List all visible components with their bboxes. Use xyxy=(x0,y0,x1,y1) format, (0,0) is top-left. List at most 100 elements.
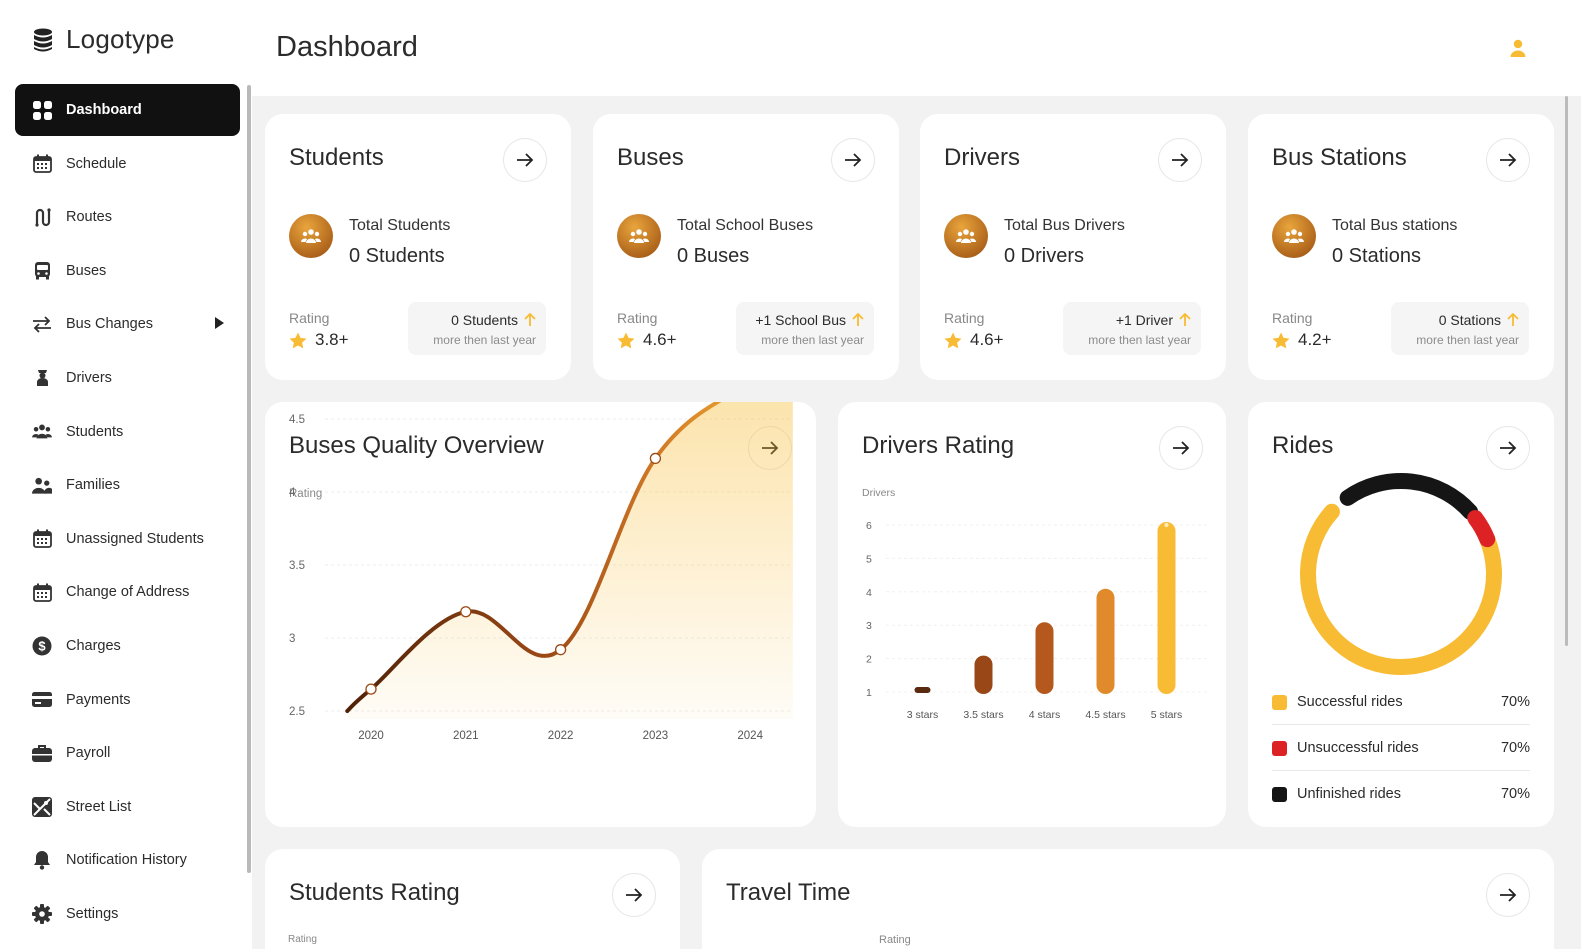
sidebar-item-label: Charges xyxy=(66,637,121,654)
delta-caption: more then last year xyxy=(1088,333,1191,347)
bus-icon xyxy=(32,261,52,281)
delta-main: 0 Students xyxy=(418,312,536,328)
x-tick-label: 2022 xyxy=(548,730,574,742)
sidebar-item-label: Settings xyxy=(66,905,119,922)
sidebar-scrollbar[interactable] xyxy=(247,85,251,873)
legend-label: Unfinished rides xyxy=(1297,786,1401,802)
sidebar-item-drivers[interactable]: Drivers xyxy=(15,352,240,404)
y-axis-title: Rating xyxy=(289,488,322,500)
legend-label: Unsuccessful rides xyxy=(1297,740,1419,756)
y-tick-label: 3 xyxy=(289,633,295,645)
x-tick-label: 5 stars xyxy=(1151,709,1183,721)
stat-card-students: Students Total Students 0 Students Ratin… xyxy=(265,114,571,380)
stat-value: 0 Drivers xyxy=(1004,245,1085,267)
y-tick-label: 6 xyxy=(866,520,872,532)
map-icon xyxy=(32,796,52,817)
sidebar-item-label: Payments xyxy=(66,691,131,708)
group-icon xyxy=(617,214,661,258)
buses-quality-card: Buses Quality Overview Rating 2.5 3 3.5 4 4.5… xyxy=(265,402,816,827)
rides-donut-chart xyxy=(1300,473,1502,675)
drivers-bar-chart: Drivers 1 2 3 4 5 6 3 stars 3.5 stars 4 stars 4.5 … xyxy=(862,487,1208,721)
sidebar-item-payroll[interactable]: Payroll xyxy=(15,727,240,779)
drivers-arrow-button[interactable] xyxy=(1158,138,1202,182)
logo[interactable]: Logotype xyxy=(32,24,175,55)
logo-text: Logotype xyxy=(66,24,175,54)
families-icon xyxy=(32,475,52,495)
calendar-icon xyxy=(32,529,52,549)
axis-label: Rating xyxy=(879,934,911,946)
route-icon xyxy=(32,207,52,227)
travel-time-arrow-button[interactable] xyxy=(1486,873,1530,917)
drivers-rating-arrow-button[interactable] xyxy=(1159,426,1203,470)
group-icon xyxy=(1272,214,1316,258)
sidebar-item-unassigned-students[interactable]: Unassigned Students xyxy=(15,513,240,565)
data-point xyxy=(554,644,567,656)
sidebar-item-label: Buses xyxy=(66,262,107,279)
sidebar-item-students[interactable]: Students xyxy=(15,406,240,458)
sidebar-item-label: Notification History xyxy=(66,852,187,869)
sidebar-item-dashboard[interactable]: Dashboard xyxy=(15,84,240,136)
stat-value: 0 Students xyxy=(349,245,445,267)
students-rating-arrow-button[interactable] xyxy=(612,873,656,917)
stat-card-bus-stations: Bus Stations Total Bus stations 0 Statio… xyxy=(1248,114,1554,380)
rating-label: Rating xyxy=(944,310,985,326)
svg-text:$: $ xyxy=(38,638,46,653)
sidebar-item-label: Payroll xyxy=(66,745,111,762)
sidebar-item-label: Drivers xyxy=(66,369,112,386)
group-icon xyxy=(944,214,988,258)
user-icon[interactable] xyxy=(1508,37,1528,59)
group-icon xyxy=(289,214,333,258)
arrow-up-icon xyxy=(852,313,864,326)
sidebar-item-notification-history[interactable]: Notification History xyxy=(15,834,240,886)
rating-label: Rating xyxy=(289,310,330,326)
dollar-icon: $ xyxy=(32,636,52,656)
sidebar-item-label: Dashboard xyxy=(66,102,142,118)
bar xyxy=(1096,588,1115,694)
y-axis-title: Drivers xyxy=(862,487,895,499)
driver-icon xyxy=(32,368,52,388)
x-tick-label: 4 stars xyxy=(1029,709,1061,721)
arrow-right-icon xyxy=(626,888,643,902)
sidebar-item-payments[interactable]: Payments xyxy=(15,674,240,726)
y-tick-label: 1 xyxy=(866,687,872,699)
y-tick-label: 2.5 xyxy=(289,706,305,718)
sidebar-item-families[interactable]: Families xyxy=(15,459,240,511)
sidebar-item-routes[interactable]: Routes xyxy=(15,191,240,243)
arrow-right-icon xyxy=(1173,441,1190,455)
delta-value: +1 School Bus xyxy=(755,312,846,328)
legend-divider xyxy=(1272,724,1530,725)
sidebar-item-label: Students xyxy=(66,423,124,440)
stat-value: 0 Buses xyxy=(677,245,750,267)
sidebar-item-change-of-address[interactable]: Change of Address xyxy=(15,566,240,618)
rides-arrow-button[interactable] xyxy=(1486,426,1530,470)
delta-main: +1 Driver xyxy=(1073,312,1191,328)
sidebar-item-street-list[interactable]: Street List xyxy=(15,781,240,833)
legend-swatch xyxy=(1272,740,1287,756)
sidebar-item-label: Families xyxy=(66,477,120,494)
arrow-right-icon xyxy=(1500,888,1517,902)
card-title: Buses xyxy=(617,144,684,171)
bus-stations-arrow-button[interactable] xyxy=(1486,138,1530,182)
submenu-caret-icon[interactable] xyxy=(215,317,224,330)
card-title: Buses Quality Overview xyxy=(289,432,544,459)
sidebar-item-schedule[interactable]: Schedule xyxy=(15,138,240,190)
top-header: Dashboard xyxy=(252,0,1581,96)
sidebar-item-charges[interactable]: $ Charges xyxy=(15,620,240,672)
sidebar-item-settings[interactable]: Settings xyxy=(15,888,240,940)
students-arrow-button[interactable] xyxy=(503,138,547,182)
bar xyxy=(914,687,931,693)
y-tick-label: 3 xyxy=(866,620,872,632)
data-point xyxy=(649,452,662,465)
delta-badge: 0 Stations more then last year xyxy=(1391,302,1529,355)
delta-value: 0 Students xyxy=(451,312,518,328)
sidebar-item-buses[interactable]: Buses xyxy=(15,245,240,297)
delta-caption: more then last year xyxy=(1416,333,1519,347)
buses-arrow-button[interactable] xyxy=(831,138,875,182)
page-scrollbar[interactable] xyxy=(1565,96,1568,646)
drivers-rating-card: Drivers Rating Drivers 1 2 3 4 5 6 3 stars 3.5 s… xyxy=(838,402,1226,827)
card-title: Students Rating xyxy=(289,879,460,906)
x-tick-label: 2020 xyxy=(358,730,384,742)
sidebar-item-bus-changes[interactable]: Bus Changes xyxy=(15,298,240,350)
delta-caption: more then last year xyxy=(433,333,536,347)
legend-swatch xyxy=(1272,694,1287,710)
